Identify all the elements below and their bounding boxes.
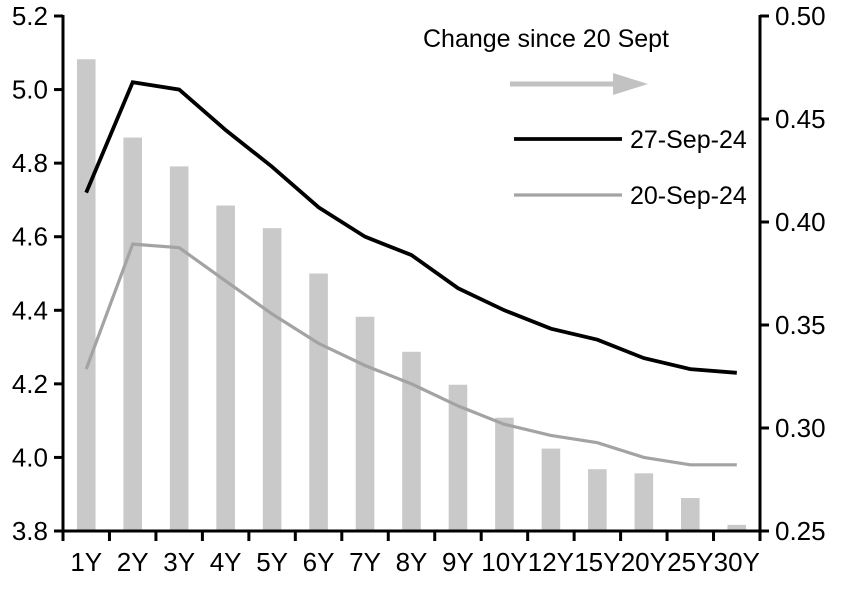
left-axis-label: 4.0: [12, 442, 48, 472]
bar-4Y: [216, 205, 235, 531]
x-axis-label-3Y: 3Y: [163, 547, 195, 577]
legend: Change since 20 Sept 27-Sep-24 20-Sep-24: [423, 25, 747, 210]
left-axis-label: 4.8: [12, 148, 48, 178]
right-axis-label: 0.50: [775, 1, 826, 31]
bar-8Y: [402, 351, 421, 531]
bar-2Y: [123, 137, 142, 532]
bar-15Y: [588, 469, 607, 531]
bar-10Y: [495, 417, 514, 531]
x-axis-label-9Y: 9Y: [442, 547, 474, 577]
right-axis-label: 0.40: [775, 207, 826, 237]
bar-30Y: [727, 524, 747, 531]
x-axis-label-25Y: 25Y: [667, 547, 713, 577]
x-axis-label-6Y: 6Y: [303, 547, 335, 577]
bar-25Y: [681, 498, 700, 531]
x-axis-label-5Y: 5Y: [256, 547, 288, 577]
change-arrow-head-icon: [613, 73, 648, 95]
right-axis-label: 0.35: [775, 310, 826, 340]
x-axis-label-4Y: 4Y: [210, 547, 242, 577]
left-axis-label: 3.8: [12, 516, 48, 546]
bar-5Y: [262, 228, 282, 531]
legend-label-20-Sep-24: 20-Sep-24: [630, 182, 747, 210]
right-axis-label: 0.45: [775, 104, 826, 134]
x-axis-label-2Y: 2Y: [117, 547, 149, 577]
axes: [54, 14, 769, 541]
line-27-Sep-24: [84, 80, 737, 375]
legend-title: Change since 20 Sept: [423, 25, 669, 53]
x-axis-label-12Y: 12Y: [528, 547, 574, 577]
left-axis-label: 4.6: [12, 222, 48, 252]
x-axis-label-20Y: 20Y: [621, 547, 667, 577]
bar-9Y: [448, 384, 468, 531]
bar-1Y: [76, 59, 96, 531]
left-axis-label: 5.0: [12, 75, 48, 105]
legend-label-27-Sep-24: 27-Sep-24: [630, 126, 747, 154]
right-axis-label: 0.30: [775, 413, 826, 443]
bars-series: [76, 59, 747, 532]
bar-20Y: [634, 473, 654, 531]
x-axis-label-8Y: 8Y: [396, 547, 428, 577]
x-axis-label-30Y: 30Y: [714, 547, 760, 577]
x-axis-label-15Y: 15Y: [574, 547, 620, 577]
x-axis-label-1Y: 1Y: [70, 547, 102, 577]
axis-labels: 3.8 4.0 4.2 4.4 4.6 4.8 5.0 5.2 0.25 0.30 0.35 0.40…: [12, 1, 826, 577]
right-axis-label: 0.25: [775, 516, 826, 546]
bar-6Y: [309, 273, 328, 531]
bar-3Y: [169, 166, 189, 531]
left-axis-label: 5.2: [12, 1, 48, 31]
x-axis-label-7Y: 7Y: [349, 547, 381, 577]
left-axis-label: 4.2: [12, 369, 48, 399]
x-axis-label-10Y: 10Y: [481, 547, 527, 577]
left-axis-label: 4.4: [12, 295, 48, 325]
bar-12Y: [541, 448, 561, 531]
line-20-Sep-24: [84, 242, 737, 467]
bar-7Y: [355, 316, 375, 531]
